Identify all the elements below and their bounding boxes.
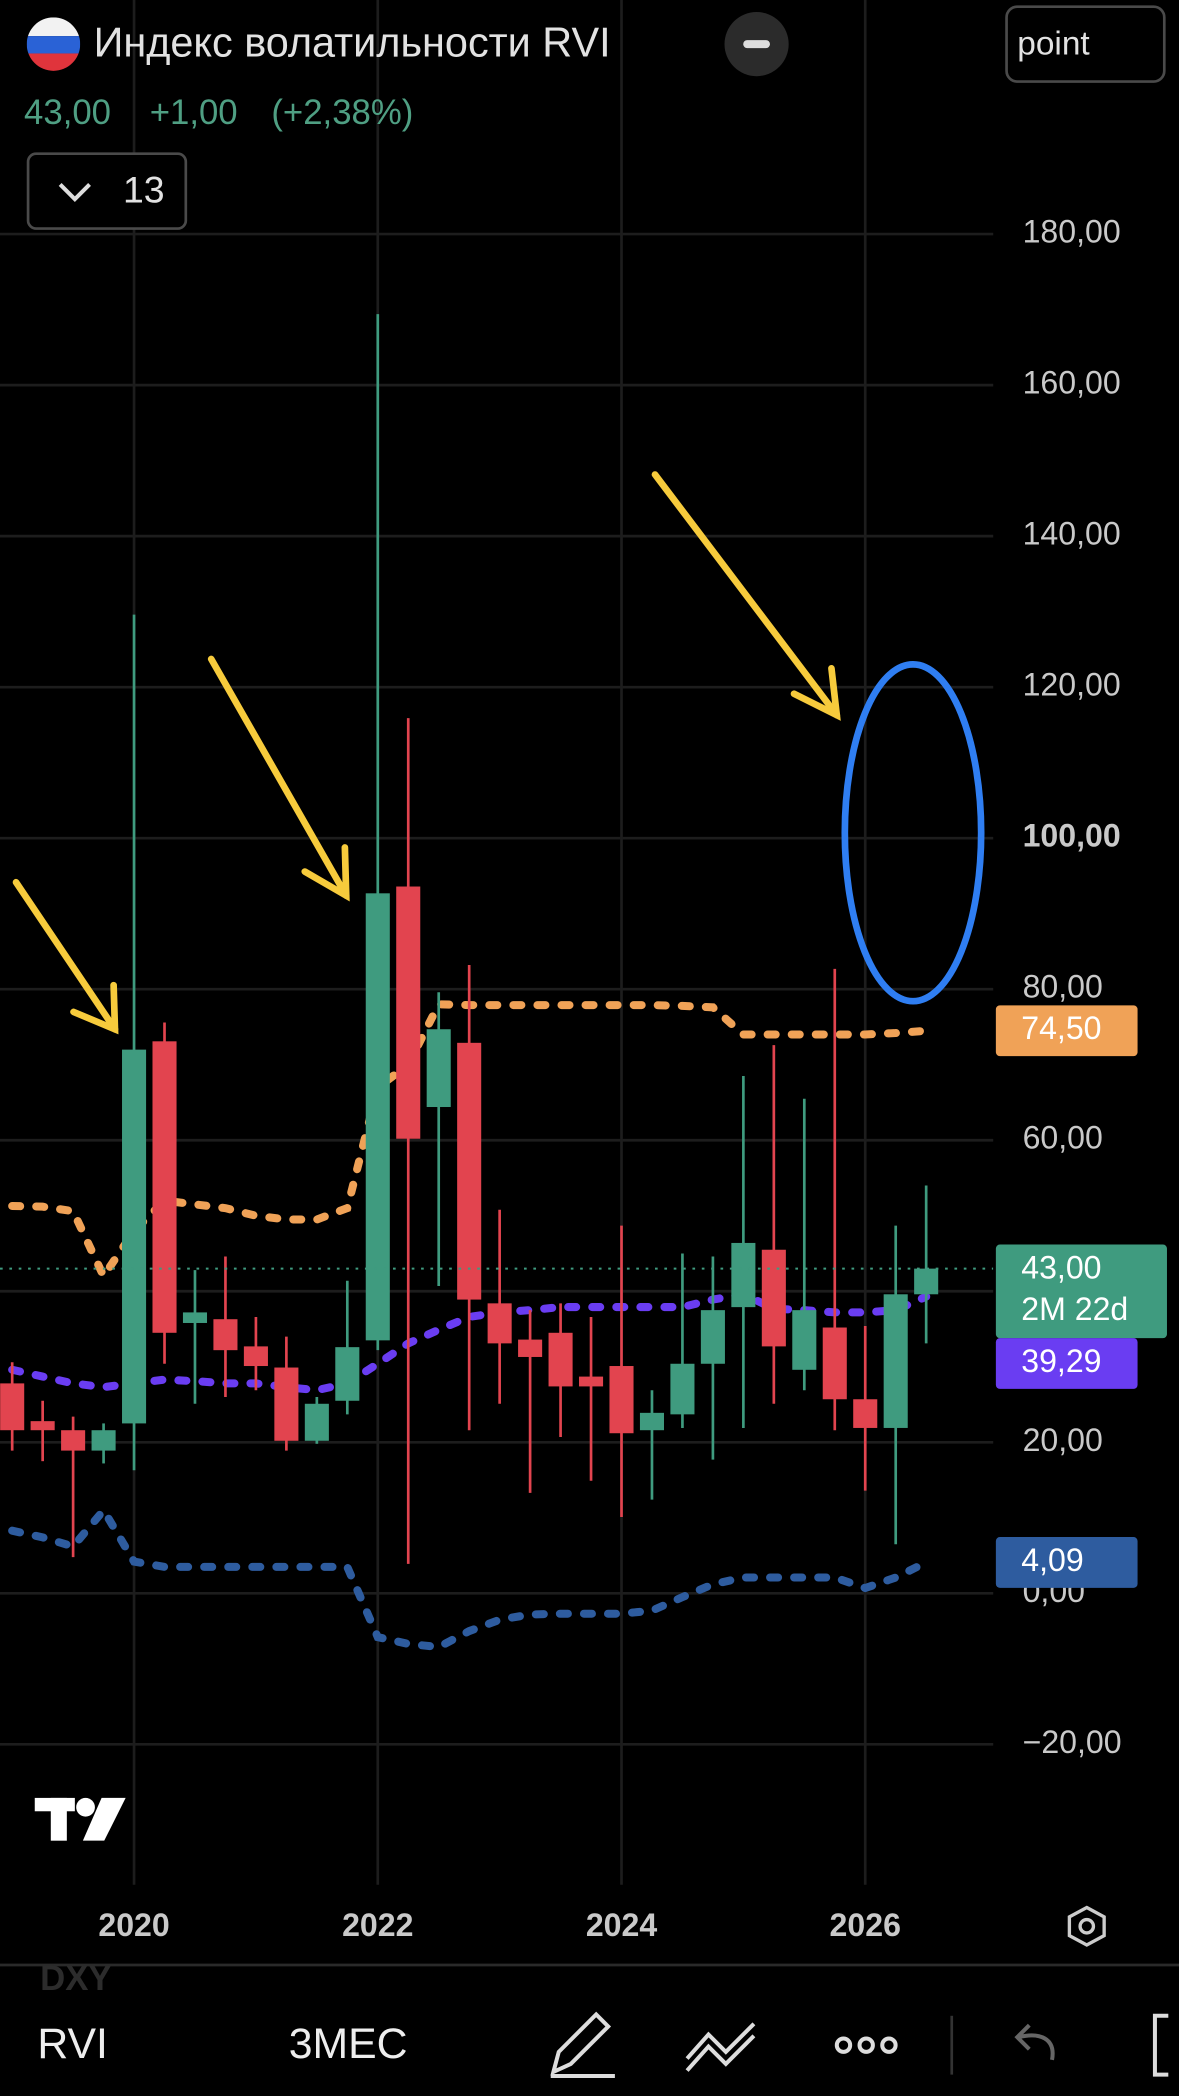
quote-last: 43,00 [24, 94, 111, 132]
y-tick-label: 160,00 [1023, 365, 1121, 401]
arrow-head [790, 665, 841, 721]
candle-body [304, 1403, 329, 1441]
symbol-button-label: point [1017, 25, 1090, 62]
toolbar-interval[interactable]: 3МЕС [289, 2020, 408, 2068]
price-label-box [995, 1537, 1138, 1588]
quote-change-percent: (+2,38%) [271, 94, 413, 132]
candle-body [670, 1363, 695, 1415]
settings-button[interactable] [1067, 1905, 1106, 1947]
settings-icon [1078, 1917, 1096, 1935]
undo-button[interactable] [1014, 2023, 1055, 2061]
price-label-box [995, 1005, 1138, 1057]
x-tick-label: 2020 [98, 1907, 169, 1943]
chart-title: Индекс волатильности RVI [94, 18, 611, 65]
quote-change: +1,00 [150, 94, 238, 132]
tv-logo [34, 1797, 126, 1841]
candle-body [152, 1041, 177, 1333]
candle-body [761, 1249, 786, 1347]
arrow [207, 655, 350, 899]
y-tick-label: 100,00 [1023, 818, 1121, 854]
y-tick-label: −20,00 [1023, 1724, 1122, 1760]
candle-body [91, 1430, 116, 1451]
arrow [12, 878, 119, 1033]
candle-body [396, 886, 421, 1139]
candle-body [0, 1383, 25, 1431]
x-tick-label: 2022 [342, 1907, 413, 1943]
toolbar-symbol[interactable]: RVI [37, 2020, 108, 2068]
circle-annotation [841, 661, 985, 1005]
x-tick-label: 2024 [586, 1907, 658, 1943]
price-label: 43,00 [1021, 1249, 1101, 1285]
watermark: DXY [40, 1960, 111, 1998]
x-tick-label: 2026 [830, 1907, 901, 1943]
candle-body [213, 1319, 238, 1351]
price-axis: −20,000,0020,0040,0060,0080,00100,00120,… [98, 214, 1167, 1943]
countdown-label: 2M 22d [1021, 1291, 1128, 1327]
candle-body [883, 1294, 908, 1428]
candle-body [243, 1346, 268, 1367]
candle-body [579, 1376, 604, 1387]
more-button[interactable] [834, 2036, 898, 2054]
grid [0, 0, 994, 1885]
candle-body [914, 1268, 939, 1295]
candle-body [548, 1332, 573, 1387]
candle-body [122, 1049, 147, 1424]
fullscreen-button[interactable] [1152, 2013, 1169, 2077]
indicator-line [8, 1503, 931, 1652]
candle-body [30, 1421, 55, 1431]
indicator-tool[interactable] [685, 2022, 756, 2072]
price-label-box [995, 1338, 1138, 1389]
price-label-box [995, 1244, 1167, 1339]
toolbar: RVI 3МЕС [37, 2011, 1169, 2078]
y-tick-label: 60,00 [1023, 1120, 1103, 1156]
plot-area [0, 314, 994, 1652]
candle-body [365, 893, 390, 1341]
candle-body [426, 1029, 451, 1108]
y-tick-label: 20,00 [1023, 1422, 1103, 1458]
price-label: 39,29 [1021, 1343, 1101, 1379]
candle-body [518, 1339, 543, 1357]
price-label: 74,50 [1021, 1010, 1101, 1046]
draw-tool[interactable] [550, 2011, 615, 2078]
candle-body [182, 1312, 208, 1323]
candle-body [61, 1430, 86, 1451]
candle-body [731, 1242, 756, 1308]
candle-body [853, 1399, 878, 1428]
candle-body [792, 1310, 817, 1370]
candle-body [822, 1327, 847, 1400]
arrow [651, 471, 841, 719]
symbol-button[interactable] [1005, 5, 1166, 83]
candle-body [457, 1042, 482, 1300]
y-tick-label: 80,00 [1023, 969, 1103, 1005]
candle-body [609, 1366, 634, 1434]
indicator-count: 13 [123, 168, 165, 210]
chevron-icon [58, 183, 91, 203]
header: Индекс волатильности RVI point 43,00 +1,… [24, 5, 1166, 230]
candle-body [639, 1412, 665, 1431]
candle-body [487, 1303, 512, 1344]
indicator-dropdown[interactable] [26, 152, 188, 230]
flag-icon [26, 17, 81, 71]
arrow-head [70, 981, 119, 1035]
collapse-icon [743, 40, 770, 49]
candle-body [335, 1347, 360, 1401]
y-tick-label: 140,00 [1023, 516, 1121, 552]
price-label: 4,09 [1021, 1542, 1083, 1578]
annotations [12, 471, 985, 1035]
y-tick-label: 180,00 [1023, 214, 1121, 250]
arrow-head [301, 844, 350, 902]
y-tick-label: 120,00 [1023, 667, 1121, 703]
candle-body [274, 1367, 299, 1441]
candle-body [700, 1310, 725, 1364]
